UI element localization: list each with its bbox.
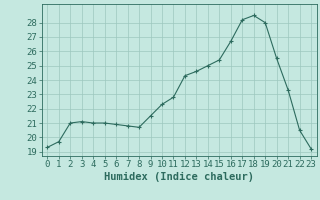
X-axis label: Humidex (Indice chaleur): Humidex (Indice chaleur) <box>104 172 254 182</box>
